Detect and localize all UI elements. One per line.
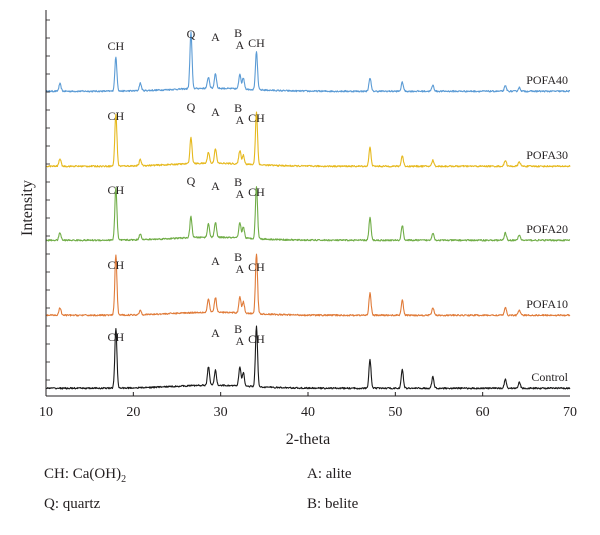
legend-a-key: A: [307, 466, 318, 482]
peak-label-pofa10-2: B: [234, 250, 242, 264]
peak-label-pofa30-1: Q: [187, 100, 196, 114]
x-axis-title: 2-theta: [286, 431, 330, 448]
peak-label-pofa40-3: B: [234, 26, 242, 40]
peak-label-control-3: A: [236, 334, 245, 348]
series-line-control: [45, 325, 571, 390]
peak-label-pofa20-4: A: [236, 187, 245, 201]
legend-b-desc: belite: [324, 496, 359, 512]
peak-label-pofa40-1: Q: [187, 27, 196, 41]
peak-label-pofa10-3: A: [236, 262, 245, 276]
legend-q-key: Q: [44, 496, 55, 512]
peak-label-pofa40-4: A: [236, 38, 245, 52]
legend-b: B: belite: [307, 496, 359, 512]
legend-ch-desc: Ca(OH): [72, 466, 122, 482]
peak-label-pofa30-2: A: [211, 105, 220, 119]
x-tick-label-20: 20: [126, 405, 140, 420]
axes: 10 20 30 40 50 60 70: [39, 10, 577, 420]
legend-a: A: alite: [307, 466, 352, 482]
peak-label-pofa10-1: A: [211, 254, 220, 268]
legend-ch: CH: Ca(OH)2: [44, 466, 127, 485]
peak-label-pofa20-5: CH: [248, 185, 265, 199]
peak-label-pofa40-5: CH: [248, 36, 265, 50]
peak-label-pofa20-0: CH: [108, 183, 125, 197]
x-tick-label-30: 30: [214, 405, 228, 420]
x-tick-label-50: 50: [388, 405, 402, 420]
series-label-pofa10: POFA10: [526, 297, 568, 311]
peak-label-pofa30-0: CH: [108, 109, 125, 123]
peak-label-pofa40-0: CH: [108, 39, 125, 53]
peak-label-control-2: B: [234, 322, 242, 336]
peak-label-control-4: CH: [248, 332, 265, 346]
x-tick-label-10: 10: [39, 405, 53, 420]
peak-label-pofa20-1: Q: [187, 174, 196, 188]
legend-q-desc: quartz: [62, 496, 101, 512]
series-label-pofa40: POFA40: [526, 73, 568, 87]
peak-label-pofa20-2: A: [211, 179, 220, 193]
legend-b-key: B: [307, 496, 318, 512]
peak-label-pofa40-2: A: [211, 30, 220, 44]
legend-a-desc: alite: [325, 466, 352, 482]
peak-label-pofa30-5: CH: [248, 111, 265, 125]
peak-label-pofa30-3: B: [234, 101, 242, 115]
series-label-control: Control: [531, 370, 568, 384]
series-label-pofa30: POFA30: [526, 148, 568, 162]
series-line-pofa10: [45, 253, 571, 317]
peak-label-pofa10-4: CH: [248, 260, 265, 274]
legend-q: Q: quartz: [44, 496, 101, 512]
legend-ch-sub: 2: [121, 474, 127, 485]
peak-label-control-0: CH: [108, 330, 125, 344]
x-tick-label-60: 60: [476, 405, 490, 420]
series-layer: POFA40 POFA30 POFA20 POFA10 Control: [45, 31, 571, 390]
x-tick-label-70: 70: [563, 405, 577, 420]
peak-label-pofa20-3: B: [234, 175, 242, 189]
peak-label-pofa30-4: A: [236, 113, 245, 127]
series-line-pofa30: [45, 111, 571, 168]
series-line-pofa20: [45, 186, 571, 242]
legend-ch-key: CH: [44, 466, 65, 482]
y-axis-title: Intensity: [19, 180, 36, 236]
series-line-pofa40: [45, 31, 571, 93]
peak-label-pofa10-0: CH: [108, 258, 125, 272]
x-tick-label-40: 40: [301, 405, 315, 420]
peak-label-control-1: A: [211, 326, 220, 340]
series-label-pofa20: POFA20: [526, 222, 568, 236]
